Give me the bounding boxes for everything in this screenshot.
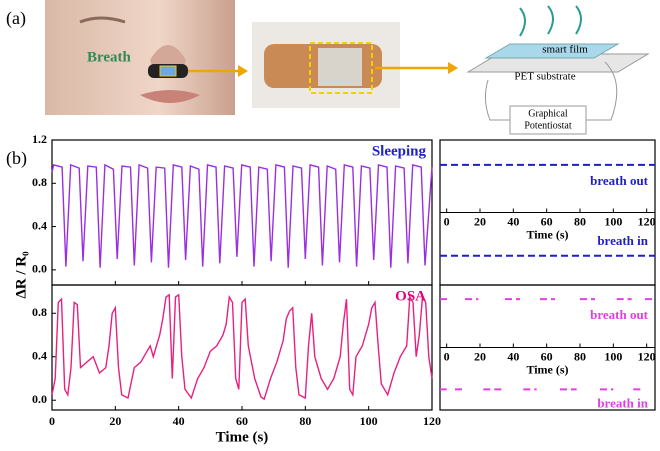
arrow-head (238, 65, 248, 77)
breath-label: Breath (87, 49, 132, 65)
x-tick-label: 0 (444, 349, 450, 363)
data-line (51, 293, 433, 401)
x-tick-label: 40 (507, 214, 519, 228)
x-tick-label: 40 (173, 414, 185, 428)
x-tick-label: 120 (638, 349, 656, 363)
x-tick-label: 80 (574, 349, 586, 363)
x-tick-label: 100 (604, 349, 622, 363)
x-tick-label: 80 (574, 214, 586, 228)
y-tick-label: 0.8 (32, 175, 47, 189)
x-tick-label: 120 (423, 414, 441, 428)
breath-arrows (519, 5, 582, 37)
potentiostat-box (509, 105, 587, 135)
smart-film-label: smart film (542, 44, 588, 56)
series-label: Sleeping (372, 143, 427, 159)
y-tick-label: 0.4 (32, 218, 47, 232)
x-tick-label: 60 (541, 214, 553, 228)
pet-label: PET substrate (514, 71, 575, 83)
y-tick-label: 1.2 (32, 132, 47, 146)
data-line (51, 163, 433, 268)
x-tick-label: 80 (299, 414, 311, 428)
level-label: breath in (597, 395, 648, 410)
x-tick-label: 100 (360, 414, 378, 428)
x-tick-label: 40 (507, 349, 519, 363)
x-axis-label: Time (s) (526, 227, 568, 241)
series-label: OSA (395, 288, 426, 304)
y-axis-label: ΔR / R₀ (13, 251, 29, 299)
sensor-film (159, 65, 177, 77)
panel-label: (a) (6, 8, 26, 29)
y-tick-label: 0.0 (32, 262, 47, 276)
x-tick-label: 0 (49, 414, 55, 428)
potentiostat-label: Potentiostat (524, 120, 571, 131)
film-layer (484, 43, 620, 59)
x-axis-label: Time (s) (526, 362, 568, 376)
x-tick-label: 20 (474, 349, 486, 363)
y-tick-label: 0.8 (32, 305, 47, 319)
y-tick-label: 0.4 (32, 348, 47, 362)
x-axis-label: Time (s) (216, 429, 269, 445)
panel-label: (b) (6, 148, 27, 169)
wires (484, 61, 618, 121)
x-tick-label: 20 (474, 214, 486, 228)
brow (79, 16, 126, 24)
x-tick-label: 100 (604, 214, 622, 228)
x-tick-label: 60 (236, 414, 248, 428)
level-label: breath out (590, 307, 649, 322)
level-label: breath out (590, 173, 649, 188)
x-tick-label: 0 (444, 214, 450, 228)
x-tick-label: 60 (541, 349, 553, 363)
plot-frame (51, 139, 433, 286)
potentiostat-label: Graphical (528, 108, 568, 119)
x-tick-label: 120 (638, 214, 656, 228)
lips (140, 90, 200, 103)
x-tick-label: 20 (109, 414, 121, 428)
level-label: breath in (597, 233, 648, 248)
arrow-head (448, 62, 458, 74)
face-image (45, 0, 235, 115)
film (318, 48, 362, 86)
y-tick-label: 0.0 (32, 392, 47, 406)
